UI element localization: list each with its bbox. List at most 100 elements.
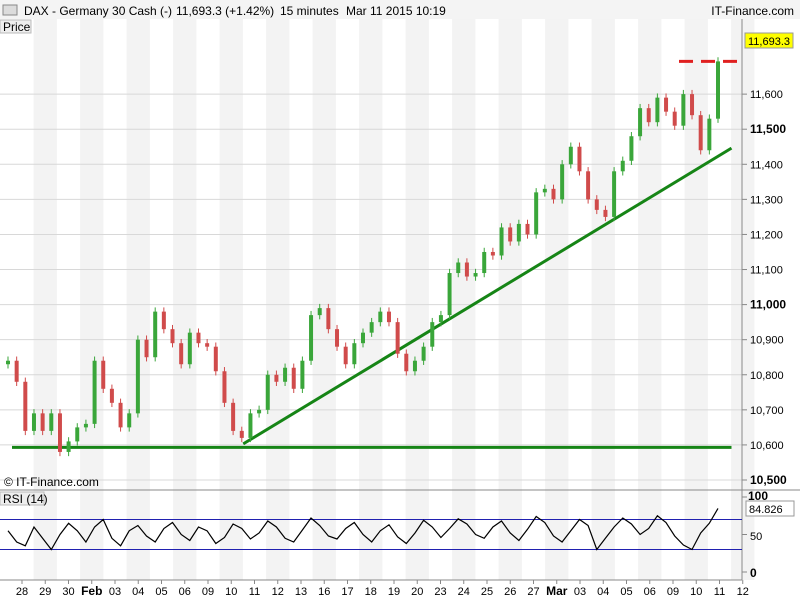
candle-body xyxy=(473,273,478,277)
date-tick-label: 10 xyxy=(225,586,237,598)
day-band xyxy=(126,19,150,580)
price-axis: 10,500 10,600 10,700 10,800 10,900 11,000 11,1… xyxy=(742,89,787,487)
candle-body xyxy=(534,192,539,235)
date-tick-label: 03 xyxy=(109,586,121,598)
price-tick-label: 11,600 xyxy=(750,89,783,101)
candle-body xyxy=(603,209,608,217)
weekend-bands xyxy=(33,19,755,580)
price-series xyxy=(6,57,720,457)
date-tick-label: 30 xyxy=(62,586,74,598)
candle-body xyxy=(672,111,677,126)
copyright-label: © IT-Finance.com xyxy=(4,475,99,489)
date-tick-label: Feb xyxy=(81,584,102,598)
candle-body xyxy=(456,262,461,274)
candle-body xyxy=(248,413,253,438)
price-tick-label: 11,400 xyxy=(750,159,783,171)
candle-body xyxy=(638,108,643,137)
candle-body xyxy=(170,329,175,344)
candle-body xyxy=(586,171,591,200)
price-tick-label: 10,900 xyxy=(750,335,784,347)
day-band xyxy=(173,19,197,580)
candle-body xyxy=(187,332,192,365)
current-value-label: 11,693.3 xyxy=(748,36,790,48)
candle-body xyxy=(309,315,314,361)
rsi-grid xyxy=(0,496,747,573)
candle-body xyxy=(161,311,166,330)
day-band xyxy=(498,19,522,580)
day-band xyxy=(638,19,662,580)
candle-body xyxy=(430,322,435,347)
date-tick-label: 24 xyxy=(458,586,470,598)
candle-body xyxy=(49,413,54,431)
candle-body xyxy=(464,262,469,277)
candle-body xyxy=(239,430,244,438)
candle-body xyxy=(369,322,374,333)
candle-body xyxy=(664,97,669,112)
candle-body xyxy=(6,360,10,365)
candle-body xyxy=(343,346,348,365)
candle-body xyxy=(300,360,305,389)
date-tick-label: 19 xyxy=(388,586,400,598)
candle-body xyxy=(395,322,400,354)
candle-body xyxy=(438,315,443,323)
candle-body xyxy=(222,371,227,403)
date-tick-label: Mar xyxy=(546,584,568,598)
candle-body xyxy=(291,367,296,389)
day-band xyxy=(545,19,569,580)
candle-body xyxy=(690,94,695,116)
price-tick-label: 11,500 xyxy=(750,122,786,136)
date-tick-label: 05 xyxy=(155,586,167,598)
candle-body xyxy=(404,353,409,372)
date-tick-label: 28 xyxy=(16,586,28,598)
grid-lines xyxy=(0,93,742,481)
price-tick-label: 10,700 xyxy=(750,405,784,417)
timestamp-label: Mar 11 2015 10:19 xyxy=(346,4,446,18)
date-tick-label: 04 xyxy=(132,586,144,598)
candle-body xyxy=(283,367,288,382)
day-band xyxy=(33,19,57,580)
rsi-tab[interactable] xyxy=(0,491,45,506)
candle-body xyxy=(577,146,582,172)
candle-body xyxy=(144,339,149,358)
menu-icon[interactable] xyxy=(2,4,18,16)
candle-body xyxy=(75,427,80,442)
interval-label: 15 minutes xyxy=(280,4,339,18)
candle-body xyxy=(620,160,625,172)
date-tick-label: 26 xyxy=(504,586,516,598)
price-tick-label: 11,100 xyxy=(750,265,783,277)
candle-body xyxy=(421,346,426,361)
price-tab[interactable] xyxy=(0,19,32,34)
candle-body xyxy=(412,360,417,372)
candle-body xyxy=(490,251,495,256)
candle-body xyxy=(447,273,452,316)
instrument-title: DAX - Germany 30 Cash (-) xyxy=(24,4,172,18)
date-tick-label: 12 xyxy=(272,586,284,598)
day-band xyxy=(731,19,755,580)
candle-body xyxy=(66,441,71,452)
price-tab-label: Price xyxy=(3,20,31,34)
last-price-change: 11,693.3 (+1.42%) xyxy=(176,4,274,18)
rsi-axis-0: 0 xyxy=(750,566,757,580)
candle-body xyxy=(101,360,106,389)
candle-body xyxy=(57,413,62,452)
day-band xyxy=(359,19,383,580)
candle-body xyxy=(40,413,45,431)
candle-body xyxy=(542,188,547,193)
candle-body xyxy=(698,115,703,151)
candle-body xyxy=(361,332,365,344)
candle-body xyxy=(326,308,331,330)
day-band xyxy=(684,19,708,580)
candle-body xyxy=(109,388,114,403)
candle-body xyxy=(213,346,218,372)
rsi-axis-100: 100 xyxy=(748,489,768,503)
candle-body xyxy=(179,343,184,365)
date-tick-label: 04 xyxy=(597,586,609,598)
candle-body xyxy=(568,146,573,165)
date-tick-label: 12 xyxy=(737,586,749,598)
candle-body xyxy=(508,227,513,242)
rsi-tab-label: RSI (14) xyxy=(3,492,48,506)
date-tick-label: 06 xyxy=(179,586,191,598)
price-tick-label: 11,000 xyxy=(750,298,786,312)
candle-body xyxy=(135,339,140,414)
